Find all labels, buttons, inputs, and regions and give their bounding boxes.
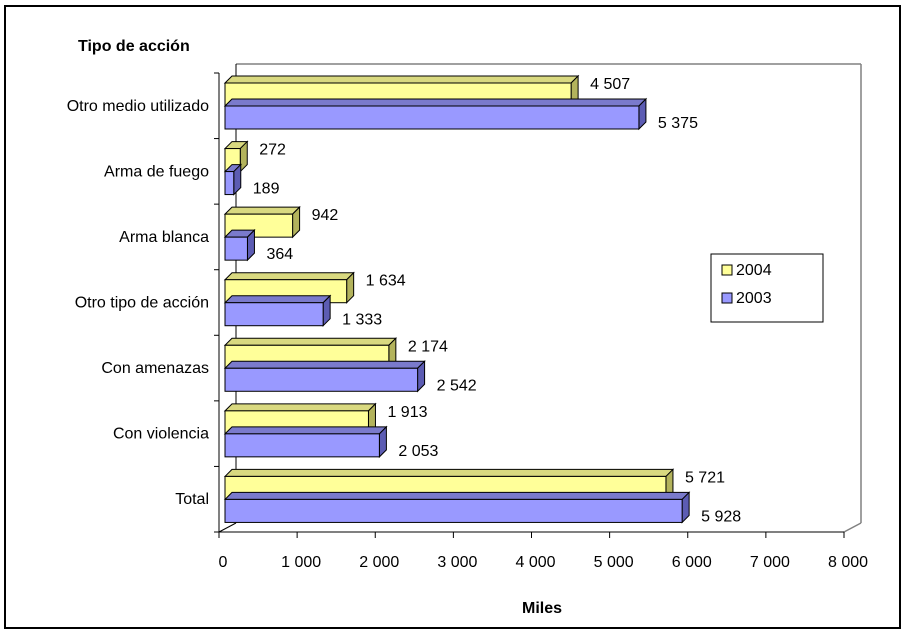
bar-top <box>223 75 580 84</box>
bar-top <box>223 337 398 346</box>
chart-frame: Tipo de acción Otro medio utilizado Arma … <box>4 5 901 629</box>
category-labels: Otro medio utilizado Arma de fuego Arma bl… <box>67 98 209 508</box>
x-axis-ticks: 0 1 000 2 000 3 000 4 000 5 000 6 000 7 000 8 00… <box>218 532 868 571</box>
x-axis-depth <box>218 522 237 533</box>
x-tick-label: 4 000 <box>515 554 555 571</box>
bar-top <box>223 403 377 412</box>
bar-front <box>224 367 419 392</box>
legend-label-2003: 2003 <box>736 290 772 307</box>
category-label-con-violencia: Con violencia <box>113 426 209 443</box>
category-label-arma-blanca: Arma blanca <box>119 229 209 246</box>
value-label-arma-de-fuego-2004: 272 <box>259 142 286 159</box>
bar-total-2003 <box>223 491 691 524</box>
value-label-arma-de-fuego-2003: 189 <box>253 181 280 198</box>
value-label-con-amenazas-2004: 2 174 <box>408 338 448 355</box>
x-tick-label: 0 <box>219 554 228 571</box>
bar-otro-tipo-de-accion-2003 <box>223 294 332 327</box>
bar-top <box>223 295 332 304</box>
bar-front <box>224 498 683 523</box>
value-label-otro-medio-utilizado-2004: 4 507 <box>590 76 630 93</box>
bar-front <box>224 171 235 196</box>
bar-front <box>224 433 380 458</box>
bar-top <box>223 426 388 435</box>
x-tick-label: 3 000 <box>437 554 477 571</box>
bar-otro-medio-utilizado-2003 <box>223 97 648 131</box>
bar-front <box>224 105 640 130</box>
bar-arma-de-fuego-2003 <box>223 163 242 196</box>
x-tick-label: 5 000 <box>594 554 634 571</box>
value-labels: 4 507 5 375 272 189 942 364 1 634 1 333 2 174 2 5… <box>253 76 742 525</box>
value-label-con-violencia-2004: 1 913 <box>387 404 427 421</box>
value-label-otro-tipo-de-accion-2004: 1 634 <box>366 273 406 290</box>
category-label-otro-medio-utilizado: Otro medio utilizado <box>67 98 209 115</box>
bar-front <box>224 302 324 327</box>
bar-con-amenazas-2003 <box>223 360 426 393</box>
bar-front <box>224 236 248 261</box>
bar-con-violencia-2003 <box>223 425 388 459</box>
value-label-arma-blanca-2004: 942 <box>312 207 339 224</box>
x-tick-label: 7 000 <box>750 554 790 571</box>
legend-swatch-2004 <box>721 264 733 276</box>
bar-top <box>223 468 675 477</box>
x-tick-label: 8 000 <box>828 554 868 571</box>
category-label-con-amenazas: Con amenazas <box>101 360 209 377</box>
value-label-total-2004: 5 721 <box>685 469 725 486</box>
x-tick-label: 1 000 <box>281 554 321 571</box>
x-tick-label: 6 000 <box>672 554 712 571</box>
plot-corner-edge <box>843 522 862 533</box>
bar-top <box>223 98 648 107</box>
bars-group <box>223 74 691 524</box>
bar-top <box>223 491 691 500</box>
bar-arma-blanca-2003 <box>223 228 256 262</box>
value-label-con-violencia-2003: 2 053 <box>398 443 438 460</box>
bar-chart: Tipo de acción Otro medio utilizado Arma … <box>67 38 868 617</box>
value-label-otro-medio-utilizado-2003: 5 375 <box>658 115 698 132</box>
plot-background <box>219 64 861 532</box>
value-label-total-2003: 5 928 <box>701 508 741 525</box>
legend: 2004 2003 <box>710 253 824 323</box>
bar-top <box>223 206 301 215</box>
category-label-otro-tipo-de-accion: Otro tipo de acción <box>75 295 209 312</box>
bar-top <box>223 272 355 281</box>
legend-swatch-2003 <box>721 292 733 304</box>
value-label-arma-blanca-2003: 364 <box>266 246 293 263</box>
y-axis-title: Tipo de acción <box>78 38 190 55</box>
value-label-otro-tipo-de-accion-2003: 1 333 <box>342 312 382 329</box>
x-axis-title: Miles <box>522 600 562 617</box>
value-label-con-amenazas-2003: 2 542 <box>437 377 477 394</box>
legend-label-2004: 2004 <box>736 262 772 279</box>
x-tick-label: 2 000 <box>359 554 399 571</box>
bar-top <box>223 360 426 369</box>
category-label-total: Total <box>175 491 209 508</box>
category-label-arma-de-fuego: Arma de fuego <box>104 163 209 180</box>
